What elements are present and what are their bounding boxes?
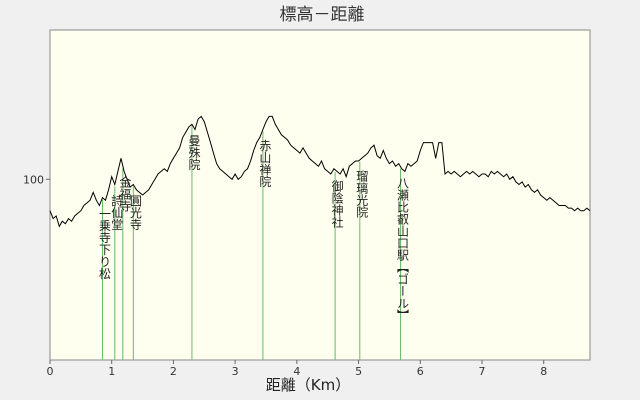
x-tick-label: 4 (293, 365, 300, 378)
poi-label: 八瀬比叡山口駅【ゴール】 (396, 177, 410, 321)
axes: 0 1 2 3 4 5 6 7 8 100 (23, 173, 547, 378)
chart-title: 標高－距離 (280, 5, 365, 25)
poi-label: 詩仙堂 (110, 194, 124, 230)
x-axis-label: 距離（Km） (266, 376, 350, 394)
poi-label: 一乗寺下り松 (97, 208, 111, 280)
poi-label: 曼殊院 (187, 134, 201, 170)
poi-label: 瑠璃光院 (355, 169, 369, 217)
x-tick-label: 7 (479, 365, 486, 378)
y-tick-label: 100 (23, 173, 44, 186)
poi-label: 圓光寺 (128, 194, 142, 230)
poi-label: 御陰神社 (330, 178, 344, 227)
elevation-line (49, 115, 591, 228)
poi-label: 金福寺 (118, 175, 132, 212)
plot-area (49, 29, 591, 361)
x-tick-label: 2 (170, 365, 177, 378)
elevation-series (49, 115, 591, 228)
x-tick-label: 1 (108, 365, 115, 378)
x-tick-label: 3 (232, 365, 239, 378)
x-tick-label: 5 (355, 365, 362, 378)
x-tick-label: 8 (540, 365, 547, 378)
poi-label: 赤山禅院 (258, 139, 272, 187)
poi-markers (101, 126, 402, 360)
x-tick-label: 6 (417, 365, 424, 378)
x-tick-label: 0 (47, 365, 54, 378)
